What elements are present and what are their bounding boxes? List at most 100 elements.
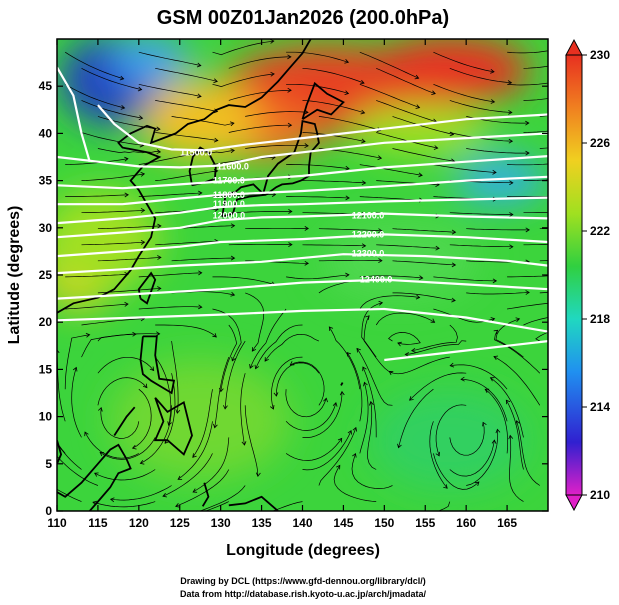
streamline-arrow (509, 212, 514, 217)
streamline (484, 389, 508, 454)
streamline (388, 332, 421, 345)
colorbar-tick-label: 214 (590, 400, 610, 414)
streamline (361, 302, 383, 358)
streamline-arrow (287, 54, 292, 60)
coastline (57, 39, 312, 314)
streamline (392, 228, 456, 233)
streamline (228, 124, 292, 133)
y-tick-label: 10 (39, 410, 53, 424)
streamline-arrow (525, 150, 530, 156)
streamline (449, 132, 513, 142)
streamline (57, 488, 82, 502)
streamline (290, 361, 325, 406)
colorbar-tick-label: 218 (590, 312, 610, 326)
streamline (359, 196, 423, 201)
y-tick-label: 20 (39, 315, 53, 329)
streamline (392, 116, 454, 135)
streamline (192, 389, 213, 458)
streamline (276, 362, 320, 397)
streamline (318, 427, 357, 486)
streamline (302, 67, 365, 84)
x-tick-label: 155 (415, 516, 435, 530)
streamline (302, 180, 366, 184)
streamline (328, 326, 361, 390)
streamline-arrow (57, 349, 60, 354)
streamline (376, 244, 440, 249)
streamline (507, 302, 548, 310)
streamline (318, 228, 382, 232)
x-tick-label: 130 (211, 516, 231, 530)
streamline-arrow (435, 451, 440, 457)
streamline (97, 148, 161, 154)
streamline (523, 317, 548, 326)
streamline-arrow (599, 256, 603, 260)
streamline-arrow (345, 272, 350, 278)
streamline-arrow (138, 115, 144, 121)
streamline-arrow (490, 99, 496, 104)
streamline-arrow (198, 190, 203, 196)
streamline-arrow (223, 405, 228, 410)
streamline-arrow (337, 437, 343, 443)
streamline-arrow (28, 395, 32, 399)
x-axis: 110 115 120 125 130 135 140 145 150 155 160 165 (47, 39, 517, 530)
streamline (97, 377, 148, 406)
credit-line-drawing: Drawing by DCL (https://www.gfd-dennou.o… (180, 576, 426, 586)
streamline-arrow (192, 488, 198, 493)
streamline-arrow (411, 347, 416, 353)
streamline (302, 430, 352, 471)
streamline (212, 73, 275, 87)
streamline-arrow (142, 383, 148, 389)
streamline (132, 388, 152, 449)
streamline-arrow (242, 518, 246, 522)
streamline (81, 100, 143, 119)
streamline (138, 51, 201, 66)
streamline (398, 388, 434, 448)
colorbar-ticks: 210 214 218 222 226 230 (582, 48, 610, 502)
streamline (433, 453, 480, 490)
streamline-arrow (137, 86, 143, 92)
streamline-arrow (336, 464, 341, 470)
streamline-arrow (230, 223, 236, 229)
streamline-arrow (198, 270, 203, 276)
streamline-arrow (264, 357, 269, 362)
x-tick-label: 150 (374, 516, 394, 530)
streamline (224, 340, 246, 409)
streamline (97, 116, 160, 130)
streamline-arrow (218, 387, 224, 393)
streamline-arrow (157, 286, 162, 291)
streamline-arrow (270, 39, 275, 44)
streamline-arrow (109, 497, 115, 503)
streamline (154, 356, 172, 426)
credit-line-data: Data from http://database.rish.kyoto-u.a… (180, 589, 427, 599)
coastline (201, 482, 210, 507)
streamline (97, 225, 161, 230)
streamline (81, 132, 144, 146)
streamline-arrow (269, 405, 275, 410)
streamline (389, 356, 450, 375)
streamline-arrow (369, 400, 374, 406)
streamline (318, 116, 381, 131)
streamline-arrow (304, 260, 309, 266)
y-tick-label: 35 (39, 174, 53, 188)
coastline (153, 397, 193, 456)
streamline (99, 437, 156, 460)
streamline-arrow (288, 242, 293, 247)
streamline-arrow (25, 470, 29, 474)
streamline-arrow (149, 366, 155, 372)
coastline (139, 335, 176, 395)
streamline-arrow (388, 370, 394, 376)
coastline (113, 406, 136, 436)
x-axis-label: Longitude (degrees) (226, 542, 380, 559)
x-tick-label: 125 (170, 516, 190, 530)
streamline (509, 435, 524, 502)
streamline (392, 148, 455, 162)
y-tick-label: 25 (39, 268, 53, 282)
streamline-arrow (213, 423, 218, 429)
streamline-arrow (360, 109, 366, 115)
streamline (249, 308, 287, 369)
streamline (450, 364, 508, 390)
streamline (433, 164, 497, 173)
streamline-arrow (345, 165, 350, 171)
contour-label: 12000.0 (213, 211, 246, 221)
streamline (449, 244, 513, 248)
